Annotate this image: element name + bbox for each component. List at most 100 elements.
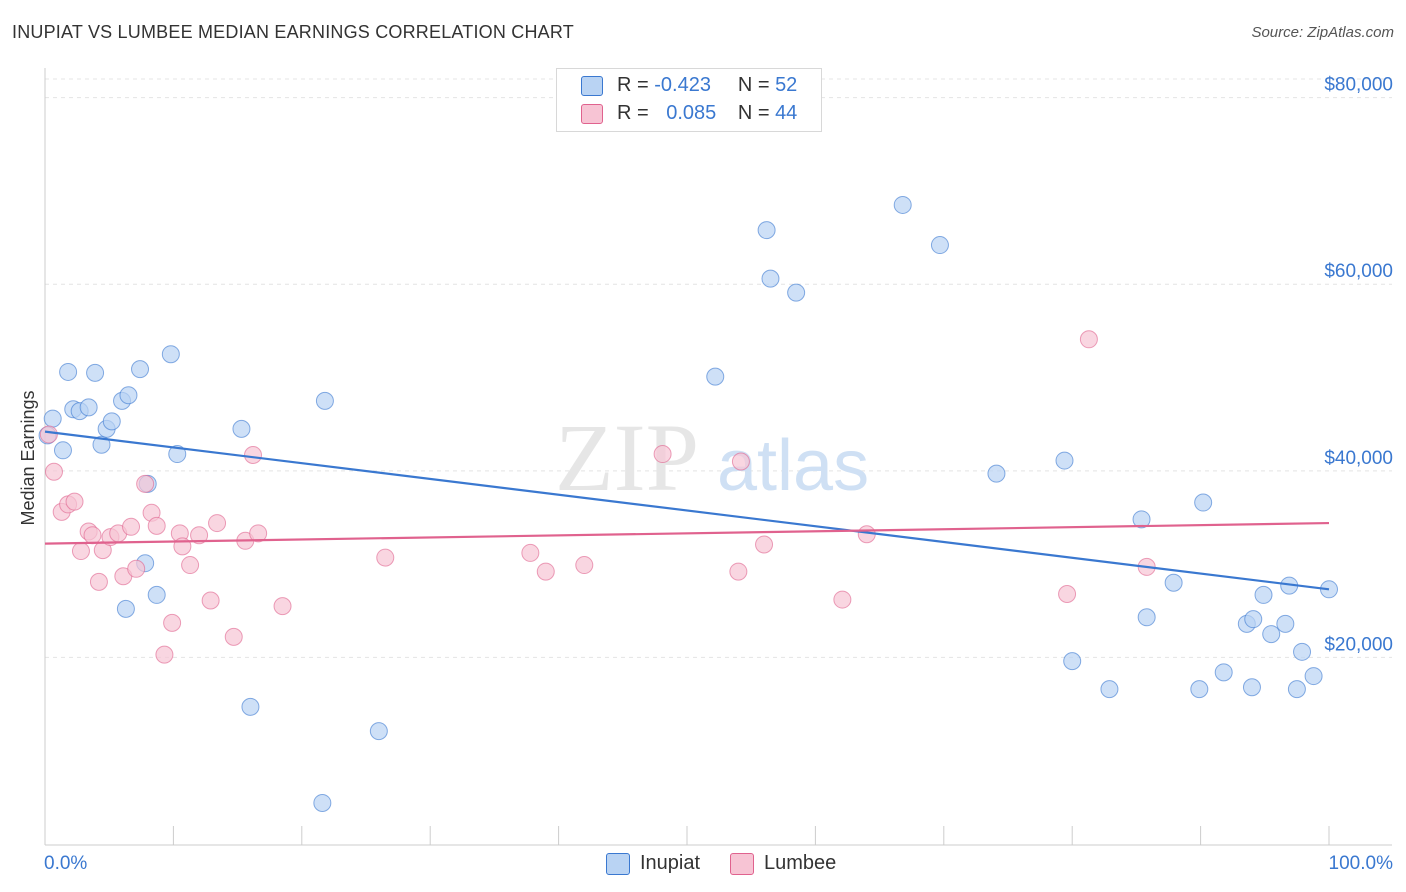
inupiat-point: [1055, 451, 1074, 470]
legend-r-label: R =: [617, 102, 649, 124]
lumbee-point: [731, 452, 750, 471]
tick-labels: $20,000 $40,000 $60,000 $80,000 0.0% 100.0%: [44, 75, 1393, 874]
inupiat-point: [147, 585, 166, 604]
inupiat-point: [930, 236, 949, 255]
legend-row-lumbee: R = 0.085 N = 44: [581, 102, 797, 126]
inupiat-point: [315, 391, 334, 410]
inupiat-point: [761, 269, 780, 288]
inupiat-point: [1287, 680, 1306, 699]
lumbee-point: [244, 445, 263, 464]
y-tick-label: $60,000: [1324, 261, 1393, 282]
legend-r-label: R =: [617, 74, 649, 96]
lumbee-point: [1058, 584, 1077, 603]
y-axis-label: Median Earnings: [18, 390, 38, 525]
lumbee-point: [147, 516, 166, 535]
inupiat-point: [53, 441, 72, 460]
inupiat-point: [369, 722, 388, 741]
inupiat-point: [1242, 678, 1261, 697]
lumbee-point: [181, 556, 200, 575]
legend-item-lumbee[interactable]: Lumbee: [730, 852, 836, 876]
inupiat-point: [1063, 652, 1082, 671]
inupiat-point: [241, 697, 260, 716]
lumbee-point: [208, 514, 227, 533]
x-tick-label: 0.0%: [44, 853, 87, 874]
inupiat-point: [1254, 585, 1273, 604]
inupiat-point: [1137, 608, 1156, 627]
lumbee-point: [536, 562, 555, 581]
lumbee-point: [376, 548, 395, 567]
inupiat-point: [116, 599, 135, 618]
legend-r-value: -0.423: [654, 74, 711, 96]
inupiat-point: [43, 409, 62, 428]
x-tick-label: 100.0%: [1329, 853, 1394, 874]
lumbee-point: [273, 597, 292, 616]
lumbee-point: [71, 542, 90, 561]
chart-title: INUPIAT VS LUMBEE MEDIAN EARNINGS CORREL…: [12, 22, 574, 42]
inupiat-point: [757, 221, 776, 240]
lumbee-point: [44, 462, 63, 481]
inupiat-point: [161, 345, 180, 364]
lumbee-point: [39, 425, 58, 444]
lumbee-point: [653, 445, 672, 464]
trend-lines: [44, 430, 1330, 591]
lumbee-point: [249, 524, 268, 543]
lumbee-trend-line: [44, 521, 1330, 545]
lumbee-point: [729, 562, 748, 581]
lumbee-point: [201, 591, 220, 610]
lumbee-point: [136, 474, 155, 493]
lumbee-point: [65, 492, 84, 511]
legend-row-inupiat: R = -0.423 N = 52: [581, 74, 797, 98]
legend-n-label: N =: [737, 102, 770, 124]
axes: [44, 68, 1392, 846]
inupiat-point: [1132, 510, 1151, 529]
inupiat-point: [787, 283, 806, 302]
inupiat-point: [313, 793, 332, 812]
inupiat-point: [1262, 625, 1281, 644]
legend-r-value: 0.085: [666, 102, 717, 124]
y-tick-label: $40,000: [1324, 448, 1393, 469]
lumbee-point: [155, 645, 174, 664]
lumbee-point: [127, 559, 146, 578]
lumbee-point: [190, 526, 209, 545]
lumbee-point: [122, 517, 141, 536]
lumbee-point: [521, 543, 540, 562]
inupiat-point: [86, 363, 105, 382]
legend-item-inupiat[interactable]: Inupiat: [606, 852, 700, 876]
inupiat-point: [1194, 493, 1213, 512]
legend-n-value: 44: [775, 102, 798, 124]
correlation-legend: R = -0.423 N = 52 R = 0.085 N = 44: [556, 68, 822, 132]
grid-lines: [45, 78, 1392, 658]
lumbee-point: [163, 613, 182, 632]
inupiat-point: [119, 386, 138, 405]
lumbee-swatch: [730, 852, 754, 875]
inupiat-point: [1190, 680, 1209, 699]
source-label: Source: ZipAtlas.com: [1251, 24, 1394, 41]
inupiat-point: [102, 412, 121, 431]
inupiat-point: [1214, 663, 1233, 682]
legend-n-label: N =: [737, 74, 770, 96]
inupiat-trend-line: [44, 430, 1330, 591]
inupiat-point: [1304, 667, 1323, 686]
lumbee-point: [89, 572, 108, 591]
inupiat-point: [1244, 610, 1263, 629]
legend-n-value: 52: [775, 74, 798, 96]
inupiat-point: [1100, 680, 1119, 699]
legend-label-inupiat: Inupiat: [640, 852, 701, 874]
inupiat-point: [1164, 573, 1183, 592]
inupiat-point: [232, 419, 251, 438]
inupiat-point: [706, 367, 725, 386]
lumbee-swatch: [581, 103, 603, 124]
inupiat-point: [79, 398, 98, 417]
inupiat-point: [1293, 642, 1312, 661]
inupiat-point: [168, 445, 187, 464]
watermark-zip: ZIP: [555, 404, 699, 511]
y-tick-label: $20,000: [1324, 634, 1393, 655]
inupiat-swatch: [581, 75, 603, 96]
lumbee-point: [755, 535, 774, 554]
lumbee-point: [83, 526, 102, 545]
lumbee-point: [1079, 330, 1098, 349]
inupiat-point: [1276, 614, 1295, 633]
watermark: ZIP atlas: [555, 404, 869, 511]
legend-label-lumbee: Lumbee: [764, 852, 837, 874]
